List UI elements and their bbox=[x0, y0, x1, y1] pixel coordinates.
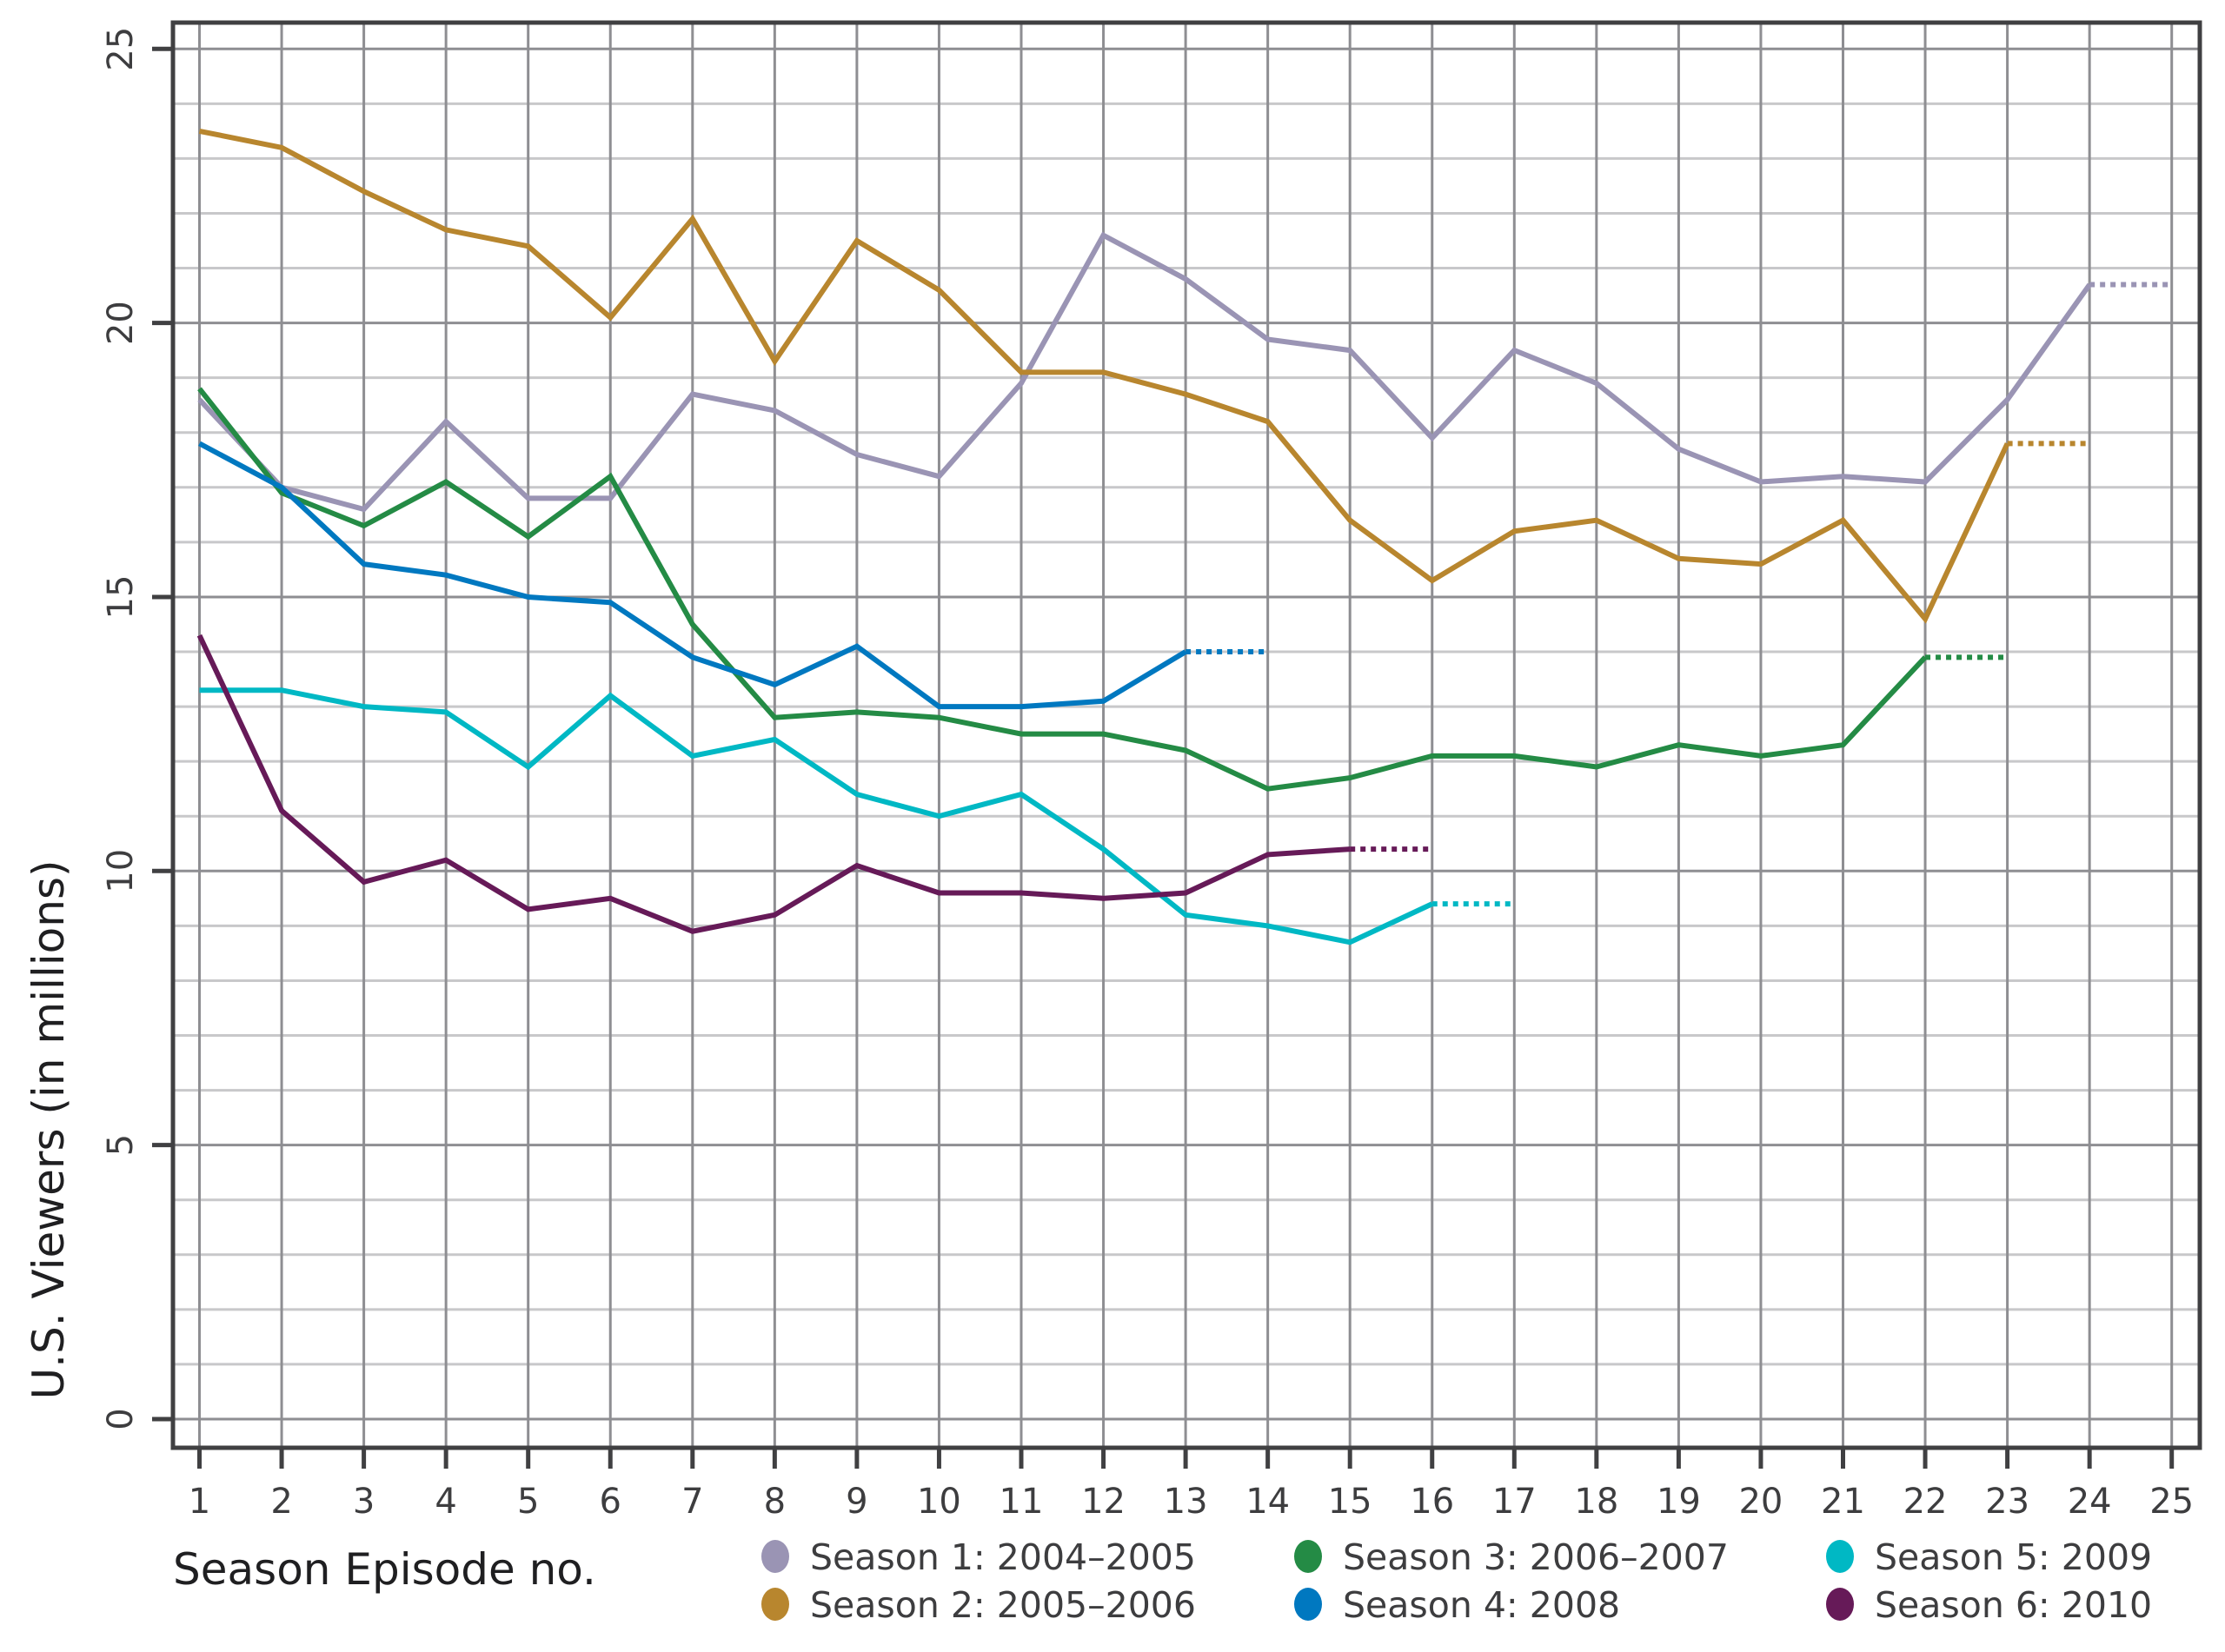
x-tick-label: 3 bbox=[353, 1482, 375, 1522]
legend-item-season-2: Season 2: 2005–2006 bbox=[761, 1584, 1196, 1626]
x-tick-label: 25 bbox=[2149, 1482, 2194, 1522]
x-tick-label: 11 bbox=[1000, 1482, 1044, 1522]
legend-marker-icon bbox=[1294, 1588, 1322, 1621]
major-gridlines bbox=[175, 24, 2198, 1446]
y-tick-label: 5 bbox=[101, 1134, 141, 1156]
y-tick-label: 20 bbox=[101, 301, 141, 345]
x-tick-label: 4 bbox=[435, 1482, 456, 1522]
x-tick-label: 16 bbox=[1410, 1482, 1454, 1522]
series-season-5 bbox=[199, 687, 1515, 945]
x-tick-label: 21 bbox=[1821, 1482, 1865, 1522]
x-tick-label: 20 bbox=[1738, 1482, 1783, 1522]
x-tick-label: 15 bbox=[1328, 1482, 1372, 1522]
x-tick-label: 10 bbox=[917, 1482, 961, 1522]
series-season-6 bbox=[196, 634, 1432, 934]
series-season-3 bbox=[197, 387, 2008, 792]
legend-label: Season 6: 2010 bbox=[1875, 1584, 2152, 1626]
legend-label: Season 3: 2006–2007 bbox=[1343, 1536, 1729, 1578]
x-tick-label: 13 bbox=[1164, 1482, 1208, 1522]
x-tick-label: 23 bbox=[1985, 1482, 2029, 1522]
x-tick-label: 7 bbox=[681, 1482, 703, 1522]
series-line bbox=[199, 687, 1434, 945]
series-line bbox=[198, 441, 1187, 710]
legend-item-season-6: Season 6: 2010 bbox=[1826, 1584, 2152, 1626]
legend-item-season-3: Season 3: 2006–2007 bbox=[1294, 1536, 1729, 1578]
series-line bbox=[197, 387, 1928, 792]
legend-marker-icon bbox=[761, 1588, 789, 1621]
x-tick-label: 5 bbox=[517, 1482, 539, 1522]
series-season-4 bbox=[198, 441, 1268, 710]
y-tick-label: 15 bbox=[101, 575, 141, 620]
series-line bbox=[196, 634, 1351, 934]
legend: Season 1: 2004–2005 Season 2: 2005–2006 Se… bbox=[761, 1536, 2152, 1626]
x-tick-label: 8 bbox=[764, 1482, 786, 1522]
y-axis: 0 5 10 15 20 25 bbox=[101, 27, 173, 1430]
x-tick-label: 2 bbox=[270, 1482, 292, 1522]
legend-marker-icon bbox=[1294, 1540, 1322, 1573]
x-tick-label: 6 bbox=[600, 1482, 621, 1522]
series-season-2 bbox=[198, 128, 2090, 624]
y-tick-label: 0 bbox=[101, 1408, 141, 1430]
y-tick-label: 10 bbox=[101, 849, 141, 893]
series-line bbox=[197, 231, 2092, 513]
legend-label: Season 1: 2004–2005 bbox=[810, 1536, 1196, 1578]
data-series bbox=[196, 128, 2172, 945]
legend-marker-icon bbox=[1826, 1540, 1854, 1573]
legend-item-season-4: Season 4: 2008 bbox=[1294, 1584, 1620, 1626]
y-axis-label: U.S. Viewers (in millions) bbox=[23, 859, 74, 1399]
x-axis: 1 2 3 4 5 6 7 8 9 10 11 12 13 14 15 16 17 18 19 20 21 22 23 24 2… bbox=[189, 1448, 2194, 1522]
legend-label: Season 2: 2005–2006 bbox=[810, 1584, 1196, 1626]
legend-item-season-5: Season 5: 2009 bbox=[1826, 1536, 2152, 1578]
legend-marker-icon bbox=[761, 1540, 789, 1573]
x-tick-label: 1 bbox=[189, 1482, 210, 1522]
legend-label: Season 4: 2008 bbox=[1343, 1584, 1620, 1626]
legend-label: Season 5: 2009 bbox=[1875, 1536, 2152, 1578]
y-tick-label: 25 bbox=[101, 27, 141, 71]
legend-item-season-1: Season 1: 2004–2005 bbox=[761, 1536, 1196, 1578]
x-axis-label: Season Episode no. bbox=[173, 1544, 596, 1595]
series-season-1 bbox=[197, 231, 2172, 513]
x-tick-label: 24 bbox=[2068, 1482, 2112, 1522]
x-tick-label: 14 bbox=[1245, 1482, 1290, 1522]
x-tick-label: 22 bbox=[1903, 1482, 1948, 1522]
x-tick-label: 12 bbox=[1081, 1482, 1126, 1522]
legend-marker-icon bbox=[1826, 1588, 1854, 1621]
series-line bbox=[198, 128, 2010, 624]
x-tick-label: 19 bbox=[1657, 1482, 1701, 1522]
x-tick-label: 18 bbox=[1574, 1482, 1618, 1522]
x-tick-label: 9 bbox=[846, 1482, 867, 1522]
x-tick-label: 17 bbox=[1492, 1482, 1537, 1522]
